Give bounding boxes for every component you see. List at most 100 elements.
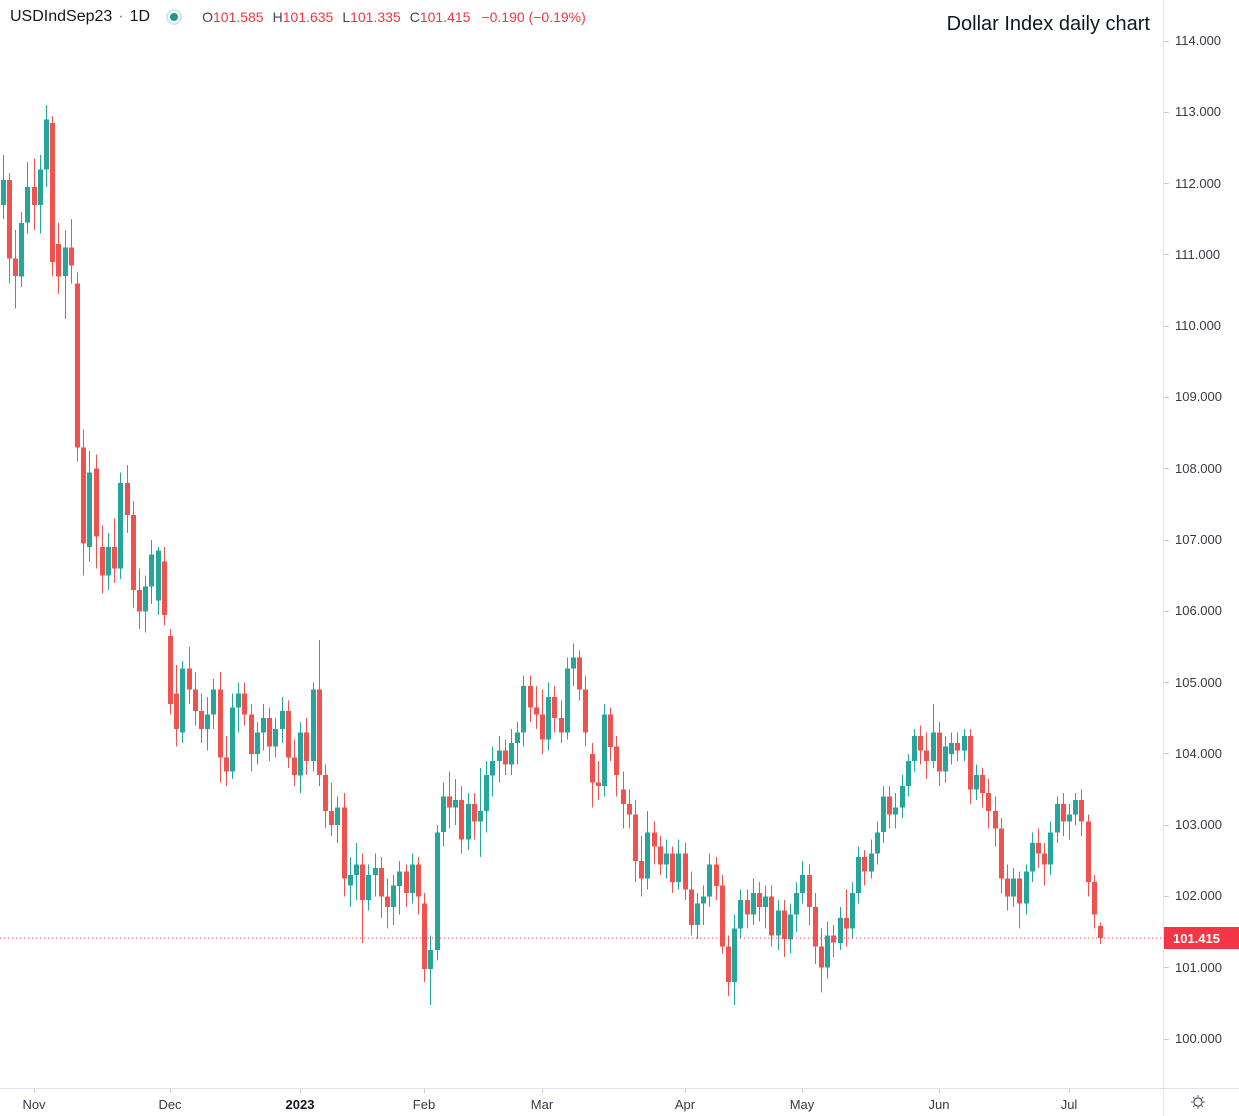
candle — [788, 903, 793, 954]
price-tick-label: 112.000 — [1175, 175, 1222, 191]
candle — [608, 707, 613, 761]
price-tick-label: 104.000 — [1175, 745, 1222, 761]
candle — [143, 575, 148, 633]
time-tick-label: Mar — [530, 1097, 554, 1112]
price-tick — [1164, 254, 1169, 256]
candle — [701, 885, 706, 925]
candle — [261, 704, 266, 751]
candle — [63, 229, 68, 319]
symbol-legend: USDIndSep23 · 1D O101.585 H101.635 L101.… — [10, 8, 586, 26]
time-tick — [424, 1089, 425, 1093]
candle — [81, 429, 86, 576]
legend-separator: · — [118, 8, 124, 25]
candle — [546, 682, 551, 751]
candle — [800, 860, 805, 904]
price-tick-label: 105.000 — [1175, 674, 1222, 690]
candle — [348, 857, 353, 908]
price-tick — [1164, 610, 1169, 612]
candle — [317, 639, 322, 786]
candle — [193, 671, 198, 726]
candle — [1042, 843, 1047, 886]
price-tick-label: 109.000 — [1175, 389, 1222, 405]
time-tick-label: Nov — [22, 1097, 46, 1112]
candle — [596, 761, 601, 801]
price-tick — [1164, 967, 1169, 969]
candle — [949, 732, 954, 765]
candle — [168, 629, 173, 715]
price-tick — [1164, 753, 1169, 755]
candle — [478, 768, 483, 858]
chart-pane[interactable] — [0, 0, 1163, 1088]
symbol-name[interactable]: USDIndSep23 — [10, 8, 113, 25]
candle — [236, 682, 241, 733]
candle — [683, 843, 688, 900]
chart-title: Dollar Index daily chart — [946, 13, 1150, 35]
price-tick — [1164, 325, 1169, 327]
time-tick — [300, 1089, 301, 1093]
candle — [1017, 871, 1022, 929]
change-value: −0.190 (−0.19%) — [481, 9, 586, 25]
candle — [521, 675, 526, 747]
candle — [1073, 793, 1078, 826]
candle — [298, 721, 303, 794]
time-tick — [542, 1089, 543, 1093]
candle — [428, 935, 433, 1005]
candle — [639, 835, 644, 897]
candle — [838, 907, 843, 950]
candle — [844, 889, 849, 947]
candle — [1011, 867, 1016, 908]
candle — [993, 796, 998, 847]
candle — [1030, 832, 1035, 883]
candle — [385, 878, 390, 929]
market-status-icon[interactable] — [166, 9, 183, 25]
candle — [125, 465, 130, 533]
candle — [974, 764, 979, 801]
candle — [602, 704, 607, 797]
candle — [931, 704, 936, 769]
price-tick — [1164, 1038, 1169, 1040]
candle — [156, 547, 161, 615]
candle — [224, 736, 229, 786]
candle — [862, 850, 867, 886]
candle — [137, 568, 142, 630]
timeframe[interactable]: 1D — [129, 8, 151, 25]
candle — [242, 682, 247, 726]
candlestick-plot[interactable] — [0, 0, 1163, 1088]
time-tick — [34, 1089, 35, 1093]
time-tick — [939, 1089, 940, 1093]
candle — [590, 743, 595, 808]
candle — [366, 864, 371, 911]
candle — [695, 892, 700, 940]
candle — [825, 921, 830, 979]
candle — [94, 454, 99, 569]
price-axis-separator — [1163, 0, 1164, 1116]
time-axis[interactable]: Nov Dec 2023 Feb Mar Apr May Jun Jul — [0, 1089, 1239, 1116]
price-tick-label: 100.000 — [1175, 1031, 1222, 1046]
candle — [199, 693, 204, 744]
candle — [131, 500, 136, 608]
candle — [472, 793, 477, 840]
price-axis[interactable]: 101.415 114.000 113.000 112.000 111.000 110.… — [1164, 0, 1239, 1088]
candle — [534, 686, 539, 729]
time-tick-label: Dec — [158, 1097, 182, 1112]
candle — [69, 219, 74, 284]
axis-settings-button[interactable] — [1190, 1094, 1206, 1110]
candle — [1079, 789, 1084, 836]
candle — [267, 707, 272, 761]
candle — [633, 800, 638, 883]
candle — [968, 728, 973, 804]
last-price-badge: 101.415 — [1164, 927, 1239, 950]
candle — [292, 739, 297, 786]
candle — [19, 212, 24, 287]
candle — [565, 657, 570, 740]
candle — [87, 450, 92, 562]
candle — [869, 839, 874, 879]
candle — [757, 882, 762, 922]
price-tick-label: 107.000 — [1175, 532, 1222, 547]
high-label: H — [272, 9, 283, 25]
candle — [918, 725, 923, 765]
candle — [714, 857, 719, 900]
candle — [106, 532, 111, 590]
time-tick-label: Feb — [412, 1097, 436, 1112]
low-value: 101.335 — [350, 9, 401, 25]
